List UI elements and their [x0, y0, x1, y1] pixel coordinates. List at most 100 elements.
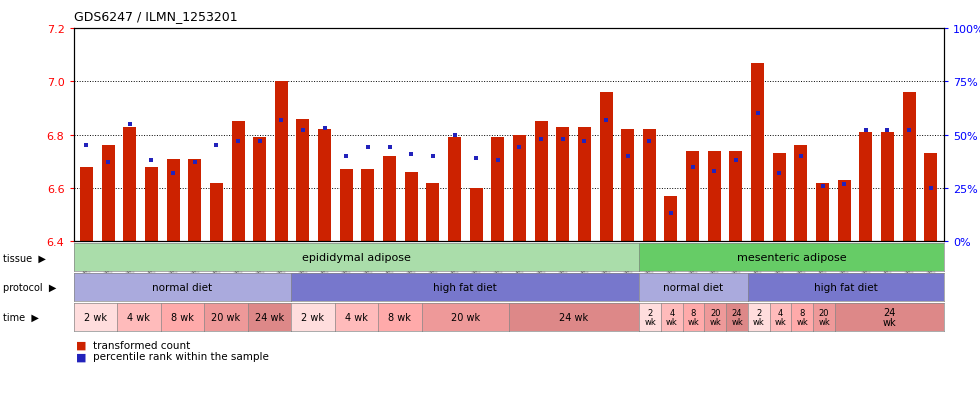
Text: 2
wk: 2 wk — [753, 309, 764, 326]
Point — [707, 168, 722, 175]
Text: epididymal adipose: epididymal adipose — [302, 253, 411, 263]
Bar — [145, 167, 158, 242]
Bar — [751, 64, 764, 242]
Bar — [383, 157, 396, 242]
Bar — [578, 127, 591, 242]
Bar — [903, 93, 915, 242]
Point — [317, 126, 332, 132]
Bar — [297, 119, 310, 242]
Bar — [102, 146, 115, 242]
Bar — [274, 82, 288, 242]
Bar — [664, 197, 677, 242]
Bar — [535, 122, 548, 242]
Bar — [123, 127, 136, 242]
Bar — [686, 151, 699, 242]
Bar — [621, 130, 634, 242]
Point — [576, 138, 592, 145]
Text: tissue  ▶: tissue ▶ — [3, 253, 46, 263]
Point — [338, 153, 354, 160]
Point — [78, 142, 94, 149]
Text: normal diet: normal diet — [152, 282, 213, 292]
Point — [295, 128, 311, 134]
Text: GDS6247 / ILMN_1253201: GDS6247 / ILMN_1253201 — [74, 10, 237, 23]
Text: 8
wk: 8 wk — [797, 309, 808, 326]
Point — [598, 117, 613, 123]
Point — [468, 155, 484, 162]
Bar — [80, 167, 93, 242]
Bar — [708, 151, 720, 242]
Bar — [253, 138, 267, 242]
Point — [533, 136, 549, 143]
Bar — [859, 133, 872, 242]
Point — [490, 157, 506, 164]
Bar — [881, 133, 894, 242]
Bar — [340, 170, 353, 242]
Bar — [643, 130, 656, 242]
Bar — [405, 173, 417, 242]
Point — [166, 170, 181, 177]
Point — [836, 181, 852, 188]
Text: 4 wk: 4 wk — [127, 312, 150, 322]
Text: transformed count: transformed count — [93, 340, 190, 350]
Point — [555, 136, 570, 143]
Text: ■: ■ — [76, 340, 87, 350]
Point — [512, 145, 527, 151]
Text: 4
wk: 4 wk — [666, 309, 677, 326]
Point — [858, 128, 873, 134]
Text: percentile rank within the sample: percentile rank within the sample — [93, 351, 269, 361]
Point — [447, 132, 463, 139]
Point — [619, 153, 635, 160]
Point — [360, 145, 375, 151]
Bar — [167, 159, 179, 242]
Point — [728, 157, 744, 164]
Bar — [231, 122, 245, 242]
Text: 4
wk: 4 wk — [775, 309, 786, 326]
Point — [814, 183, 830, 190]
Bar — [600, 93, 612, 242]
Point — [685, 164, 701, 171]
Point — [100, 159, 116, 166]
Point — [793, 153, 808, 160]
Text: high fat diet: high fat diet — [814, 282, 878, 292]
Bar — [318, 130, 331, 242]
Bar — [362, 170, 374, 242]
Point — [252, 138, 268, 145]
Text: high fat diet: high fat diet — [433, 282, 497, 292]
Bar — [426, 183, 439, 242]
Text: 8
wk: 8 wk — [688, 309, 700, 326]
Point — [187, 159, 203, 166]
Text: 24 wk: 24 wk — [560, 312, 588, 322]
Point — [902, 128, 917, 134]
Text: ■: ■ — [76, 351, 87, 361]
Text: normal diet: normal diet — [663, 282, 723, 292]
Point — [230, 138, 246, 145]
Point — [209, 142, 224, 149]
Bar — [469, 188, 482, 242]
Point — [273, 117, 289, 123]
Bar — [838, 180, 851, 242]
Point — [382, 145, 398, 151]
Text: 4 wk: 4 wk — [345, 312, 368, 322]
Point — [122, 121, 137, 128]
Text: 20
wk: 20 wk — [818, 309, 830, 326]
Text: time  ▶: time ▶ — [3, 312, 39, 322]
Text: 8 wk: 8 wk — [171, 312, 194, 322]
Point — [771, 170, 787, 177]
Bar — [795, 146, 808, 242]
Point — [425, 153, 441, 160]
Text: 8 wk: 8 wk — [388, 312, 412, 322]
Point — [404, 151, 419, 158]
Text: mesenteric adipose: mesenteric adipose — [737, 253, 847, 263]
Text: 24 wk: 24 wk — [255, 312, 284, 322]
Point — [663, 211, 679, 217]
Text: protocol  ▶: protocol ▶ — [3, 282, 56, 292]
Bar — [557, 127, 569, 242]
Point — [923, 185, 939, 192]
Text: 2 wk: 2 wk — [83, 312, 107, 322]
Bar — [729, 151, 743, 242]
Point — [750, 111, 765, 117]
Text: 24
wk: 24 wk — [883, 308, 896, 327]
Text: 24
wk: 24 wk — [731, 309, 743, 326]
Bar — [513, 135, 526, 242]
Bar — [816, 183, 829, 242]
